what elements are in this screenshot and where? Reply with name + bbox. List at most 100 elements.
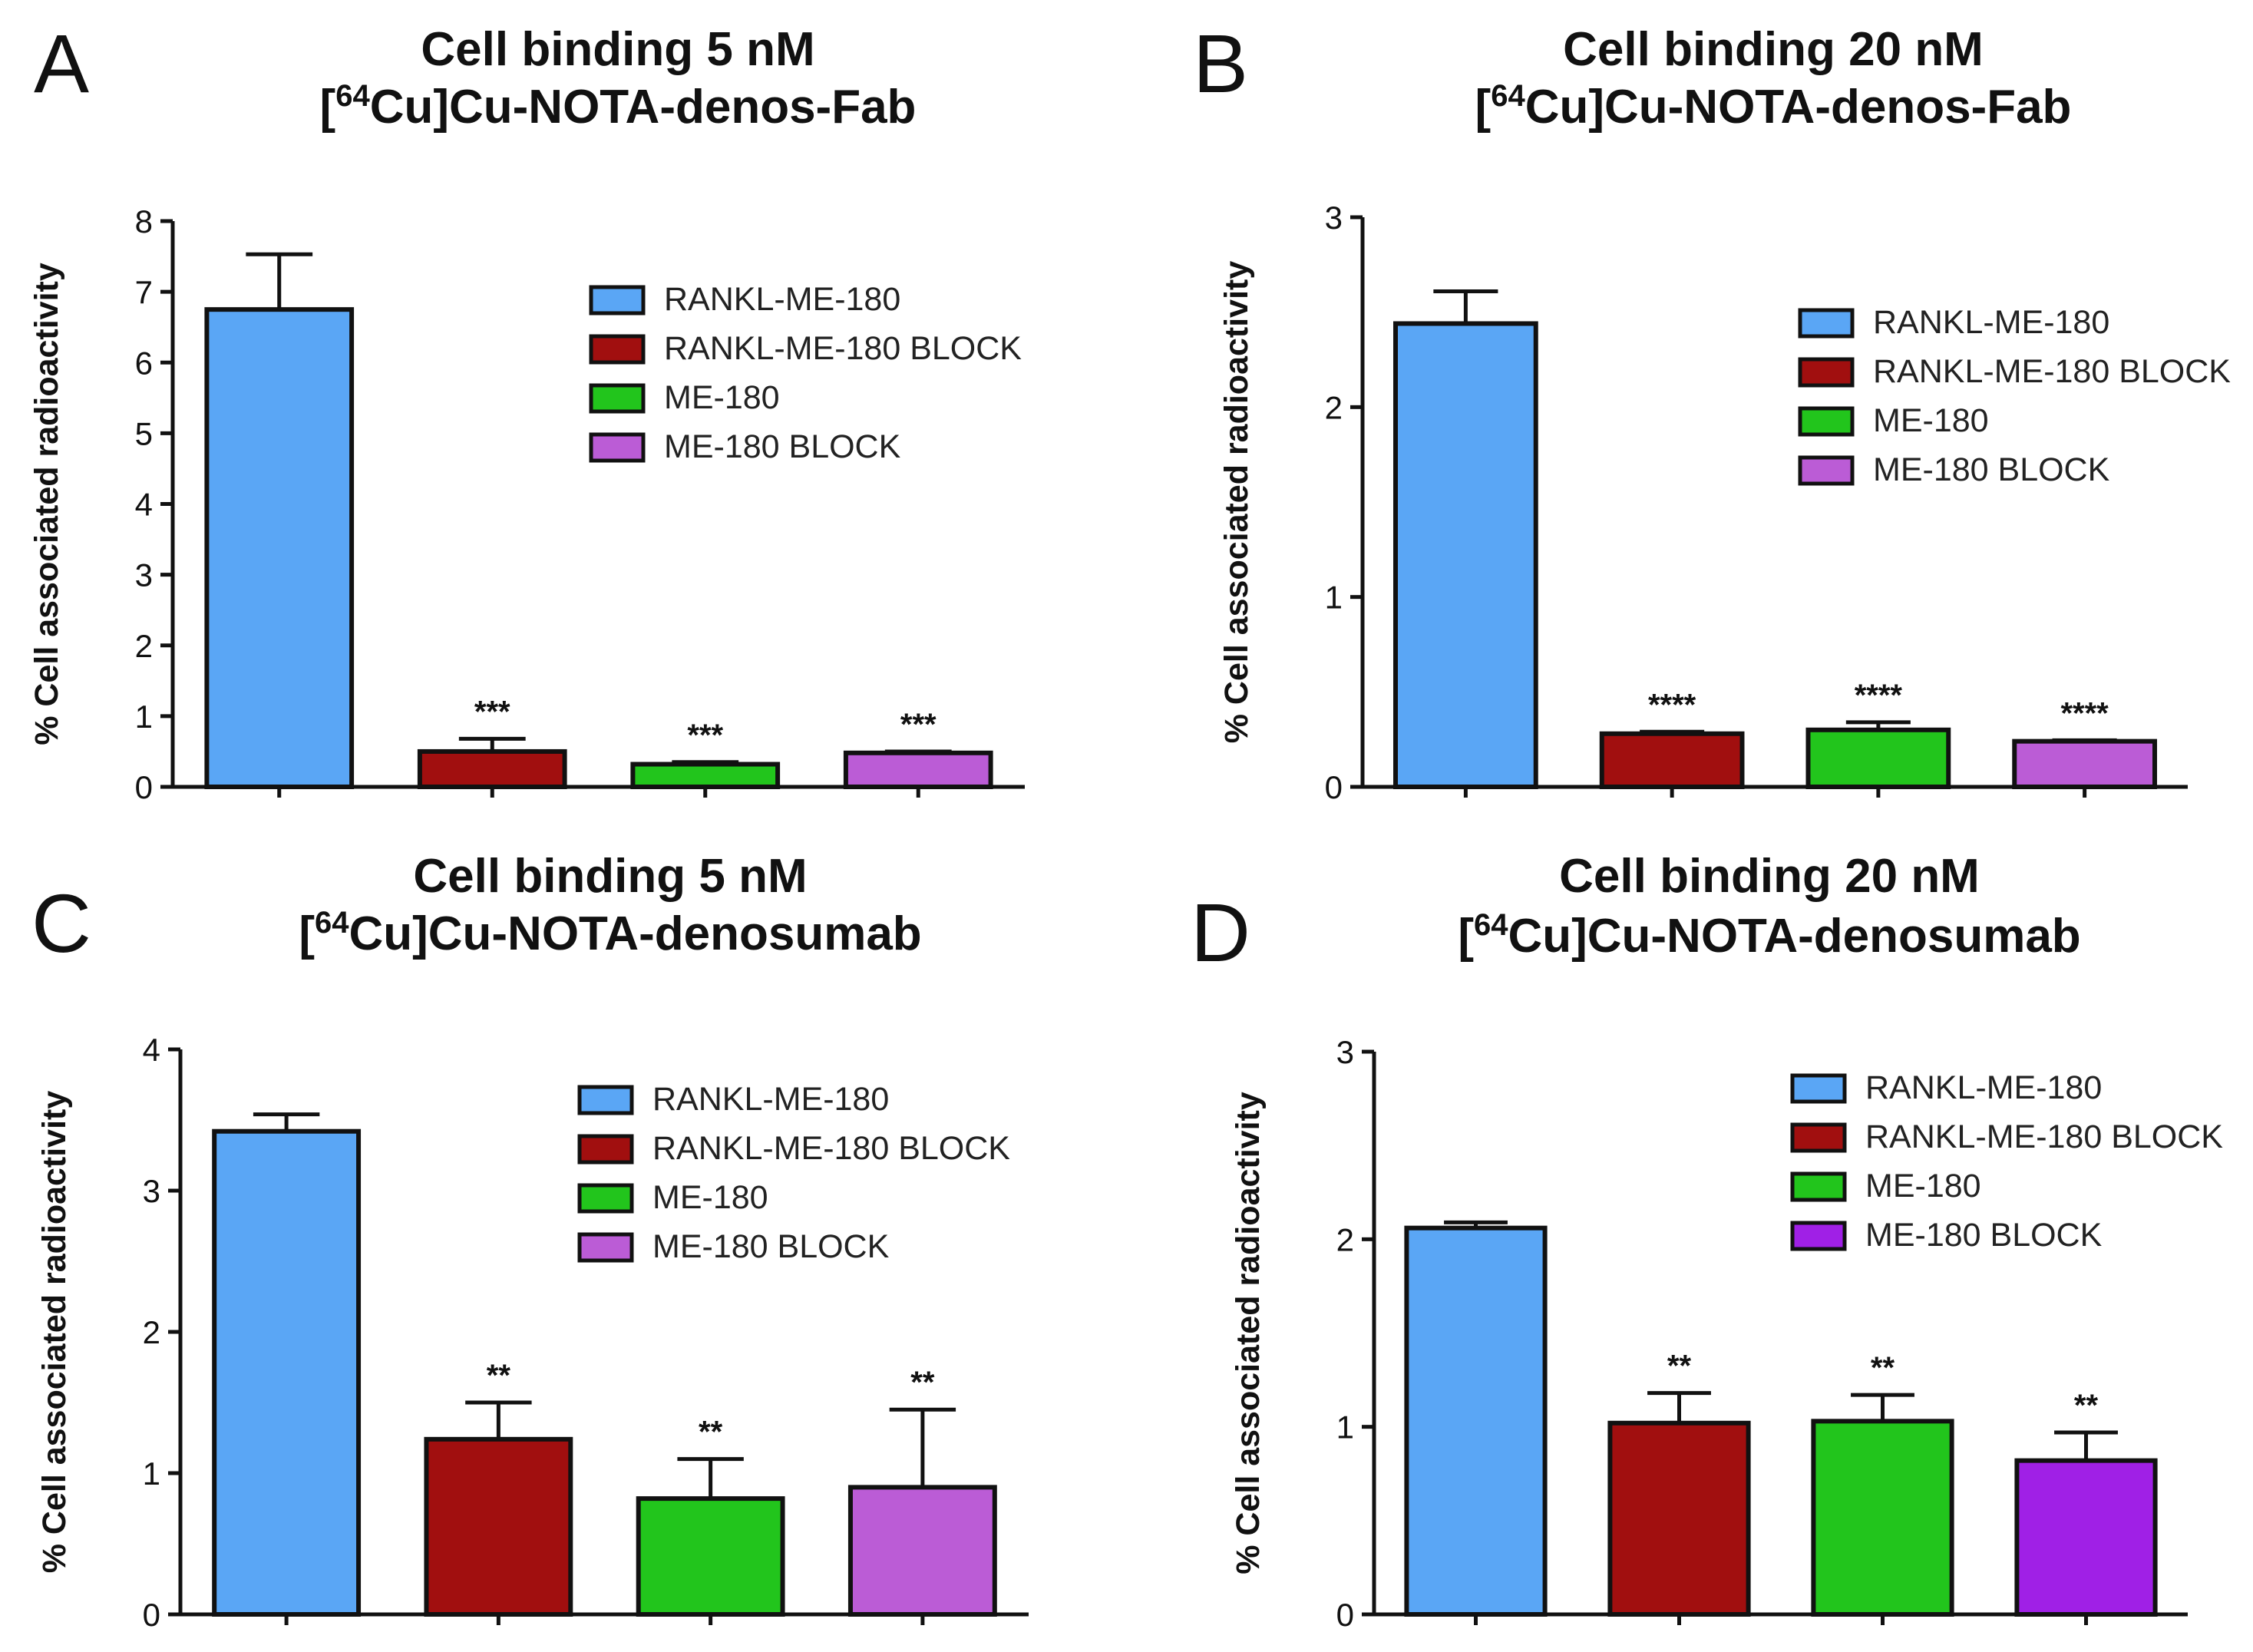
panel-label: C (31, 877, 91, 970)
y-tick-label: 1 (1336, 1409, 1354, 1446)
bar (1811, 1419, 1954, 1617)
subtitle-compound: Cu]Cu-NOTA-denosumab (1508, 910, 2080, 963)
legend-label: ME-180 BLOCK (664, 428, 901, 465)
chart-title: Cell binding 5 nM (421, 23, 814, 76)
legend-label: ME-180 (1873, 402, 1989, 439)
legend-label: RANKL-ME-180 (1865, 1069, 2102, 1106)
y-tick-label: 0 (135, 769, 153, 805)
legend-label: RANKL-ME-180 BLOCK (664, 330, 1022, 367)
legend-swatch (589, 383, 646, 414)
legend-label: RANKL-ME-180 (652, 1081, 889, 1118)
significance-label: *** (474, 695, 510, 729)
chart-subtitle: [64Cu]Cu-NOTA-denosumab (1458, 908, 2080, 963)
legend-swatch (1798, 455, 1855, 486)
subtitle-bracket: [ (320, 81, 336, 134)
chart-subtitle: [64Cu]Cu-NOTA-denos-Fab (1475, 79, 2072, 134)
y-tick-label: 0 (1336, 1597, 1354, 1633)
y-axis-label: % Cell associated radioactivity (1218, 261, 1255, 744)
legend-label: ME-180 BLOCK (652, 1228, 890, 1265)
y-tick-label: 3 (135, 557, 153, 593)
legend-label: ME-180 BLOCK (1873, 451, 2110, 488)
legend-swatch (1798, 357, 1855, 388)
bar (212, 1128, 362, 1617)
legend-swatch (1790, 1073, 1847, 1104)
significance-label: ** (487, 1359, 511, 1393)
legend-label: RANKL-ME-180 BLOCK (1873, 353, 2231, 390)
bar (636, 1496, 785, 1617)
significance-label: ** (2074, 1389, 2099, 1422)
y-tick-label: 3 (1325, 200, 1343, 236)
chart-subtitle: [64Cu]Cu-NOTA-denos-Fab (320, 79, 917, 134)
panel-label: B (1193, 17, 1248, 110)
legend-label: RANKL-ME-180 BLOCK (652, 1130, 1010, 1167)
significance-label: **** (1855, 679, 1903, 712)
y-axis-label: % Cell associated radioactivity (1230, 1092, 1267, 1574)
y-tick-label: 7 (135, 274, 153, 310)
y-tick-label: 3 (143, 1173, 160, 1209)
significance-label: *** (687, 719, 723, 752)
subtitle-compound: Cu]Cu-NOTA-denos-Fab (370, 81, 917, 134)
legend-swatch (577, 1232, 634, 1263)
bar (2014, 1458, 2158, 1617)
significance-label: ** (910, 1366, 935, 1399)
y-tick-label: 3 (1336, 1034, 1354, 1070)
subtitle-bracket: [ (299, 907, 315, 960)
y-tick-label: 4 (143, 1032, 160, 1068)
legend-label: RANKL-ME-180 BLOCK (1865, 1118, 2223, 1155)
y-tick-label: 0 (1325, 769, 1343, 805)
legend-swatch (589, 432, 646, 463)
legend-swatch (577, 1085, 634, 1115)
y-tick-label: 1 (143, 1455, 160, 1492)
y-tick-label: 2 (1325, 389, 1343, 425)
subtitle-isotope-superscript: 64 (335, 79, 370, 113)
bar (843, 750, 993, 790)
legend-swatch (1790, 1122, 1847, 1153)
bar (1393, 321, 1538, 789)
y-tick-label: 6 (135, 345, 153, 381)
y-tick-label: 1 (135, 699, 153, 735)
bar (1404, 1225, 1548, 1617)
y-tick-label: 5 (135, 415, 153, 451)
legend-swatch (577, 1183, 634, 1214)
panel-b: B Cell binding 20 nM[64Cu]Cu-NOTA-denos-F… (1193, 17, 2231, 805)
subtitle-bracket: [ (1475, 81, 1492, 134)
significance-label: ** (1871, 1351, 1895, 1385)
legend-swatch (577, 1134, 634, 1165)
bar (204, 307, 355, 789)
bar (1805, 727, 1951, 789)
bar (417, 748, 567, 789)
bar (424, 1436, 573, 1617)
subtitle-compound: Cu]Cu-NOTA-denos-Fab (1525, 81, 2072, 134)
y-tick-label: 2 (135, 628, 153, 664)
significance-label: ** (1667, 1350, 1692, 1383)
bar (1607, 1420, 1751, 1617)
panel-label: A (34, 17, 89, 110)
legend-label: ME-180 (652, 1179, 768, 1216)
subtitle-isotope-superscript: 64 (1491, 79, 1525, 113)
bar (2012, 738, 2157, 790)
y-axis-label: % Cell associated radioactivity (36, 1091, 73, 1574)
subtitle-compound: Cu]Cu-NOTA-denosumab (349, 907, 921, 960)
y-tick-label: 2 (1336, 1221, 1354, 1257)
significance-label: **** (1648, 688, 1696, 722)
y-tick-label: 0 (143, 1597, 160, 1633)
bar (1599, 731, 1745, 789)
legend-swatch (1798, 308, 1855, 339)
legend-label: RANKL-ME-180 (1873, 304, 2109, 341)
legend-label: ME-180 (664, 379, 780, 416)
subtitle-isotope-superscript: 64 (1474, 908, 1508, 942)
subtitle-isotope-superscript: 64 (315, 906, 349, 940)
y-tick-label: 4 (135, 487, 153, 523)
legend-swatch (1790, 1221, 1847, 1251)
panel-a: A Cell binding 5 nM[64Cu]Cu-NOTA-denos-Fa… (28, 17, 1025, 805)
subtitle-bracket: [ (1458, 910, 1474, 963)
y-tick-label: 8 (135, 203, 153, 240)
y-tick-label: 2 (143, 1314, 160, 1350)
legend-label: ME-180 (1865, 1168, 1981, 1204)
bar (847, 1485, 997, 1617)
y-tick-label: 1 (1325, 580, 1343, 616)
chart-title: Cell binding 20 nM (1563, 23, 1984, 76)
